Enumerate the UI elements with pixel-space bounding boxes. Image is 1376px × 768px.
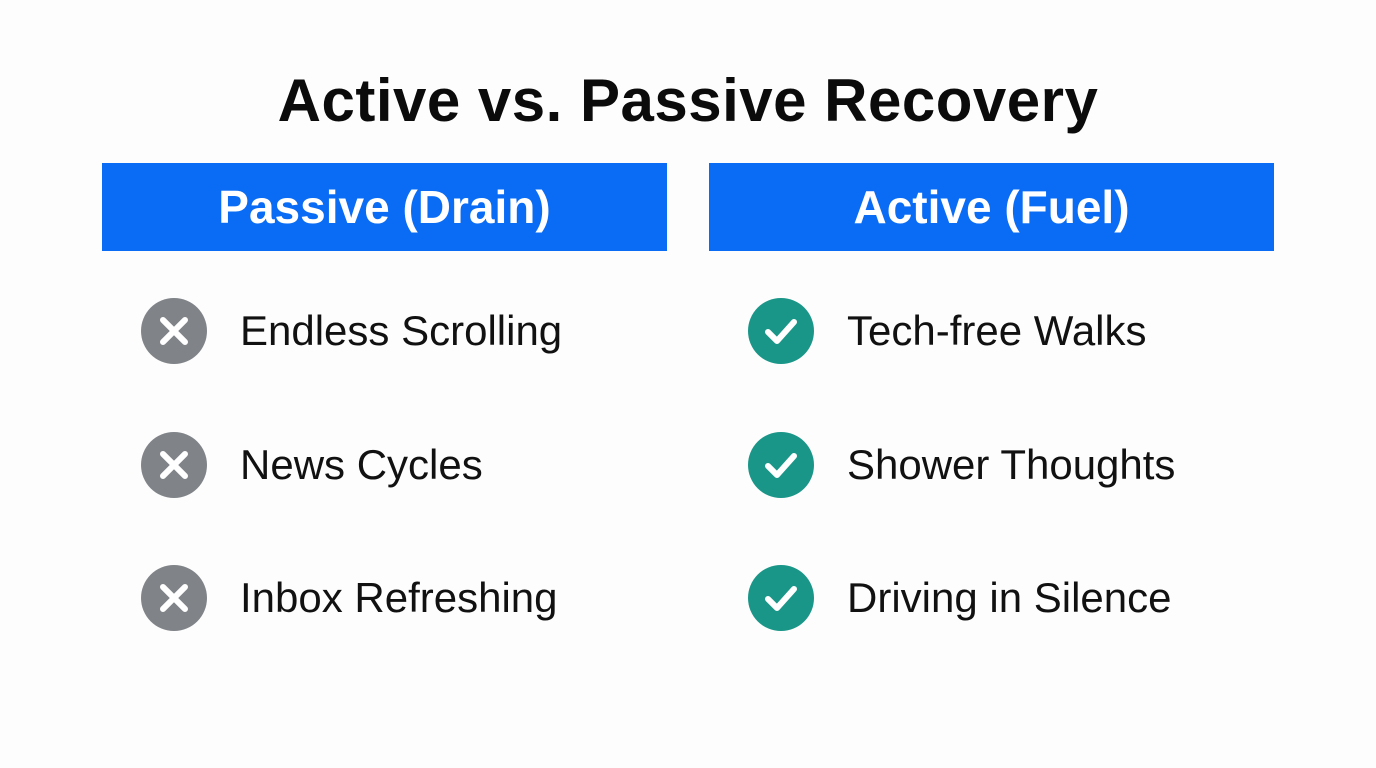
item-label: Endless Scrolling bbox=[240, 307, 563, 354]
list-item: News Cycles bbox=[141, 431, 483, 499]
active-column: Active (Fuel) Tech-free Walks Shower Tho… bbox=[709, 163, 1274, 631]
check-circle-icon bbox=[748, 432, 814, 498]
active-header: Active (Fuel) bbox=[709, 163, 1274, 251]
slide-title: Active vs. Passive Recovery bbox=[277, 67, 1099, 134]
x-circle-icon bbox=[141, 298, 207, 364]
item-label: News Cycles bbox=[240, 441, 483, 488]
check-circle-icon bbox=[748, 298, 814, 364]
check-circle-icon bbox=[748, 565, 814, 631]
x-circle-icon bbox=[141, 432, 207, 498]
item-label: Tech-free Walks bbox=[847, 307, 1147, 354]
item-label: Shower Thoughts bbox=[847, 441, 1176, 488]
x-circle-icon bbox=[141, 565, 207, 631]
list-item: Endless Scrolling bbox=[141, 297, 562, 365]
passive-header: Passive (Drain) bbox=[102, 163, 667, 251]
list-item: Tech-free Walks bbox=[748, 297, 1147, 365]
item-label: Inbox Refreshing bbox=[240, 574, 558, 621]
list-item: Shower Thoughts bbox=[748, 431, 1175, 499]
list-item: Driving in Silence bbox=[748, 564, 1171, 632]
passive-column: Passive (Drain) Endless Scrolling News C… bbox=[102, 163, 667, 631]
list-item: Inbox Refreshing bbox=[141, 564, 558, 632]
item-label: Driving in Silence bbox=[847, 574, 1172, 621]
